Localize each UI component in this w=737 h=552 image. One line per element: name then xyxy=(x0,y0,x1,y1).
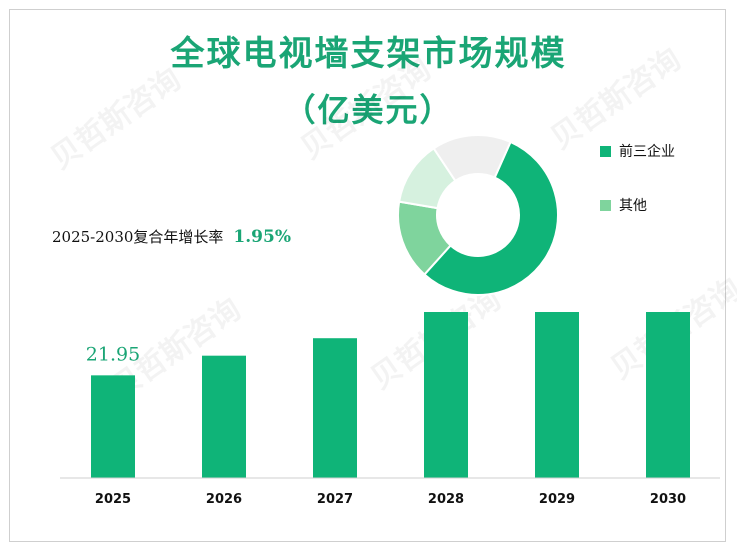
legend-item-others: 其他 xyxy=(600,195,647,215)
bar-2026 xyxy=(202,355,246,478)
cagr-label: 2025-2030复合年增长率 xyxy=(52,228,224,246)
chart-subtitle: （亿美元） xyxy=(283,91,454,129)
x-tick-label: 2029 xyxy=(539,492,575,507)
bar-2028 xyxy=(424,312,468,478)
cagr-text: 2025-2030复合年增长率 1.95% xyxy=(52,226,291,247)
watermark-text: 贝哲斯咨询 xyxy=(45,62,188,177)
x-tick-label: 2026 xyxy=(206,492,242,507)
legend-label-others: 其他 xyxy=(619,198,647,214)
watermark-text: 贝哲斯咨询 xyxy=(545,42,688,157)
bar-2027 xyxy=(313,338,357,478)
legend-item-top3: 前三企业 xyxy=(600,141,675,161)
cagr-value: 1.95% xyxy=(233,227,291,247)
donut-slice-3 xyxy=(432,134,512,183)
watermark-text: 贝哲斯咨询 xyxy=(295,52,438,167)
bar-2029 xyxy=(535,312,579,478)
bar-2030 xyxy=(646,312,690,478)
x-tick-label: 2028 xyxy=(428,492,464,507)
donut-slice-0 xyxy=(423,140,559,296)
x-tick-label: 2027 xyxy=(317,492,353,507)
data-label: 21.95 xyxy=(86,343,140,365)
x-tick-label: 2030 xyxy=(650,492,686,507)
x-tick-label: 2025 xyxy=(95,492,131,507)
legend-label-top3: 前三企业 xyxy=(619,144,675,160)
legend-swatch-top3 xyxy=(600,146,611,157)
chart-title: 全球电视墙支架市场规模 xyxy=(170,34,567,74)
watermark-layer: 贝哲斯咨询贝哲斯咨询贝哲斯咨询贝哲斯咨询贝哲斯咨询贝哲斯咨询 xyxy=(45,42,737,407)
bar-chart: 2025 21.95 2026 2027 2028 2029 2030 xyxy=(86,312,690,507)
legend-swatch-others xyxy=(600,200,611,211)
donut-chart xyxy=(397,134,559,296)
bar-2025 xyxy=(91,375,135,478)
